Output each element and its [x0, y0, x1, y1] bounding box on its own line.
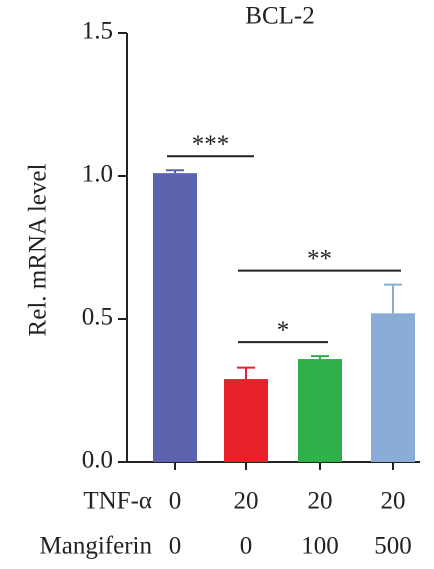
x-tick-label: 20	[308, 488, 333, 515]
row-label: TNF-α	[83, 488, 152, 515]
bar	[371, 313, 415, 462]
y-tick-label: 1.5	[82, 18, 113, 45]
x-tick-label: 0	[240, 533, 253, 560]
bar	[298, 359, 342, 462]
chart-title: BCL-2	[245, 3, 314, 30]
x-tick-label: 20	[381, 488, 406, 515]
bar	[153, 173, 197, 462]
significance-label: **	[307, 245, 332, 272]
error-bar	[384, 283, 402, 314]
y-tick-label: 1.0	[82, 161, 113, 188]
y-axis-label: Rel. mRNA level	[25, 163, 52, 336]
significance-label: *	[277, 317, 290, 344]
significance-label: ***	[192, 131, 230, 158]
error-bar	[166, 169, 184, 174]
x-tick-label: 0	[169, 533, 182, 560]
y-tick-label: 0.5	[82, 304, 113, 331]
y-tick-label: 0.0	[82, 447, 113, 474]
error-bar	[311, 355, 329, 360]
x-tick-label: 100	[301, 533, 339, 560]
bar	[224, 379, 268, 462]
x-tick-label: 500	[374, 533, 412, 560]
x-tick-label: 20	[234, 488, 259, 515]
x-tick-label: 0	[169, 488, 182, 515]
error-bar	[237, 366, 255, 380]
row-label: Mangiferin	[40, 533, 153, 560]
